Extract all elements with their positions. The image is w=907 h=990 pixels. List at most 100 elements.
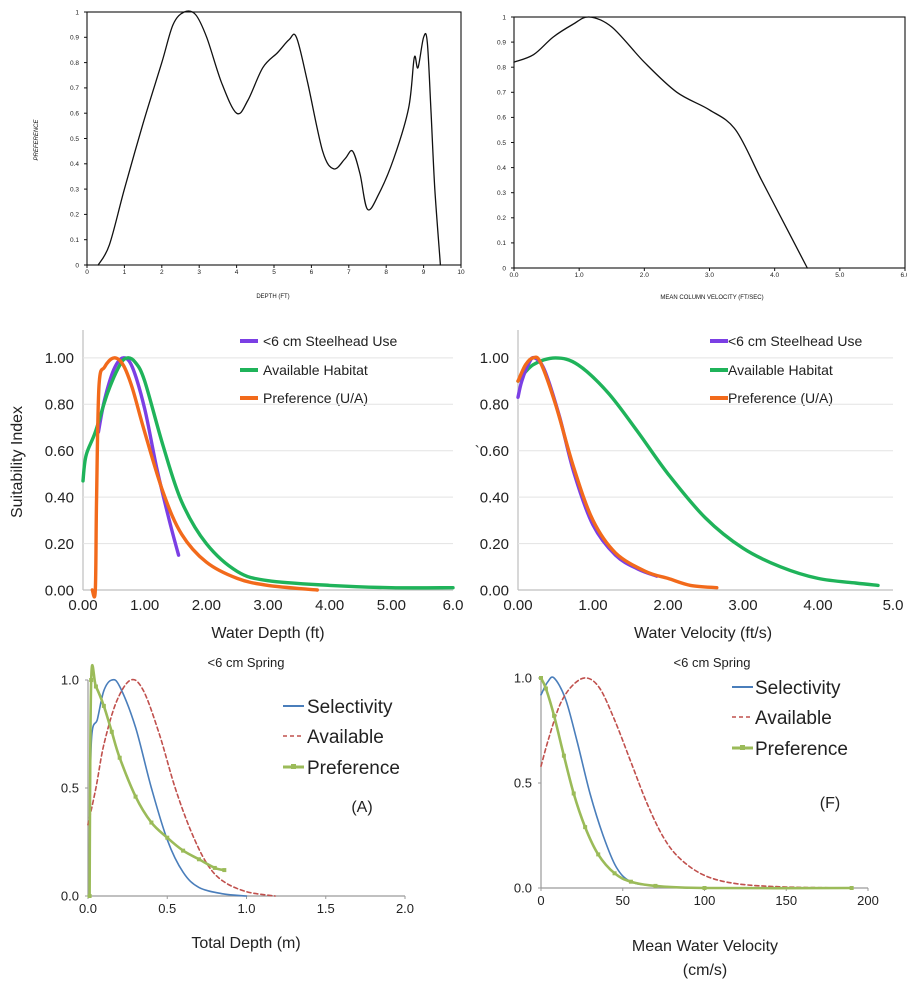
series-line-available-habitat	[81, 356, 455, 590]
legend: Selectivity Available Preference	[283, 697, 400, 779]
y-tick-label: 0.80	[480, 397, 509, 414]
x-axis-label: Water Depth (ft)	[211, 625, 324, 642]
legend-label: Preference (U/A)	[728, 390, 833, 406]
y-tick-label: 0.1	[70, 237, 79, 244]
x-tick-label: 4.0	[770, 272, 779, 279]
y-tick-label: 0.0	[61, 889, 79, 904]
x-tick-label: 3	[197, 269, 201, 276]
series-marker	[702, 886, 707, 890]
velocity-suitability-chart: Water Velocity (ft/s) <6 cm Steelhead Us…	[475, 330, 903, 642]
x-tick-label: 7	[347, 269, 351, 276]
y-tick-label: 0.40	[480, 489, 509, 506]
series-marker	[653, 883, 658, 888]
series-line-selectivity	[540, 676, 689, 889]
series-marker	[89, 678, 94, 682]
x-tick-label: 3.00	[728, 597, 757, 614]
y-tick-label: 0.00	[45, 582, 74, 599]
y-tick-label: 0.6	[70, 110, 79, 117]
x-tick-label: 0.00	[503, 597, 532, 614]
legend-label: Preference	[755, 739, 848, 760]
series-marker	[212, 865, 217, 870]
series-line-curve	[97, 10, 442, 266]
x-axis-label-units: (cm/s)	[683, 962, 727, 979]
y-tick-label: 0.1	[497, 240, 506, 247]
x-tick-label: 2.00	[192, 597, 221, 614]
x-tick-label: 9	[422, 269, 426, 276]
y-tick-label: 0.7	[497, 90, 506, 97]
x-axis-label: Water Velocity (ft/s)	[634, 625, 772, 642]
series-line-preference-u-a	[516, 355, 719, 590]
series-line-selectivity	[88, 678, 248, 897]
series-marker	[149, 820, 154, 825]
y-axis-label: PREFERENCE	[34, 119, 40, 161]
y-tick-label: 1.0	[61, 673, 79, 688]
series-marker	[628, 879, 633, 884]
x-tick-label: 1.0	[575, 272, 584, 279]
y-axis-label: Suitability Index	[9, 406, 26, 518]
y-tick-label: 0.3	[497, 190, 506, 197]
y-tick-label: 0.20	[480, 536, 509, 553]
legend: <6 cm Steelhead Use Available Habitat Pr…	[710, 333, 862, 406]
x-tick-label: 0	[85, 269, 89, 276]
series-marker	[612, 871, 617, 876]
y-tick-label: 1.00	[45, 350, 74, 367]
y-tick-label: 0.4	[497, 165, 506, 172]
y-tick-label: 0.20	[45, 536, 74, 553]
series-marker	[133, 794, 138, 799]
legend: <6 cm Steelhead Use Available Habitat Pr…	[240, 333, 397, 406]
x-tick-label: 4.00	[315, 597, 344, 614]
x-tick-label: 1.00	[130, 597, 159, 614]
y-tick-label: 0.0	[514, 881, 532, 896]
x-tick-label: 2.0	[640, 272, 649, 279]
depth-preference-chart: PREFERENCE DEPTH (FT) 0 0.1 0.2 0.3 0.4 0.5 0.…	[34, 9, 465, 300]
y-tick-label: 0.2	[497, 215, 506, 222]
y-tick-label: 0.2	[70, 212, 79, 219]
x-tick-label: 0.0	[79, 901, 97, 916]
legend-marker	[291, 764, 296, 769]
series-marker	[87, 894, 92, 898]
y-tick-label: 0.60	[45, 443, 74, 460]
x-tick-label: 5.0	[835, 272, 844, 279]
y-tick-label: 0.00	[480, 582, 509, 599]
series-line-available	[540, 677, 853, 889]
plot-frame	[513, 16, 906, 269]
legend-label: Selectivity	[307, 697, 393, 718]
x-tick-label: 0	[537, 893, 544, 908]
y-tick-label: `0.60	[475, 443, 509, 460]
y-tick-label: 0.8	[497, 64, 506, 71]
x-tick-label: 100	[694, 893, 716, 908]
panel-annotation: (A)	[351, 799, 372, 816]
x-tick-label: 0.5	[158, 901, 176, 916]
x-tick-label: 6.0	[443, 597, 464, 614]
y-tick-label: 1	[75, 9, 79, 16]
x-tick-label: 4	[235, 269, 239, 276]
x-axis-label: MEAN COLUMN VELOCITY (FT/SEC)	[660, 295, 763, 301]
legend-label: Available	[307, 727, 384, 748]
series-line-curve	[513, 16, 808, 269]
plot-frame	[86, 11, 462, 266]
y-tick-label: 1.00	[480, 350, 509, 367]
x-tick-label: 1	[123, 269, 127, 276]
series-line-preference-u-a	[90, 356, 319, 599]
panel-annotation: (F)	[820, 795, 840, 812]
x-tick-label: 5.00	[377, 597, 406, 614]
x-tick-label: 6	[310, 269, 314, 276]
series-line-available	[87, 678, 276, 897]
legend-marker	[740, 745, 745, 750]
series-marker	[552, 713, 557, 718]
series-marker	[561, 753, 566, 758]
x-tick-label: 50	[616, 893, 630, 908]
series-marker	[117, 755, 122, 760]
series-marker	[181, 848, 186, 853]
series-marker	[596, 852, 601, 857]
y-tick-label: 0.80	[45, 397, 74, 414]
series-marker	[109, 729, 114, 734]
series-marker	[101, 703, 106, 708]
series-marker	[196, 857, 201, 862]
y-tick-label: 0.40	[45, 489, 74, 506]
series-marker	[93, 684, 98, 689]
series-marker	[165, 835, 170, 840]
chart-title: <6 cm Spring	[208, 655, 285, 670]
y-tick-label: 0.5	[61, 781, 79, 796]
